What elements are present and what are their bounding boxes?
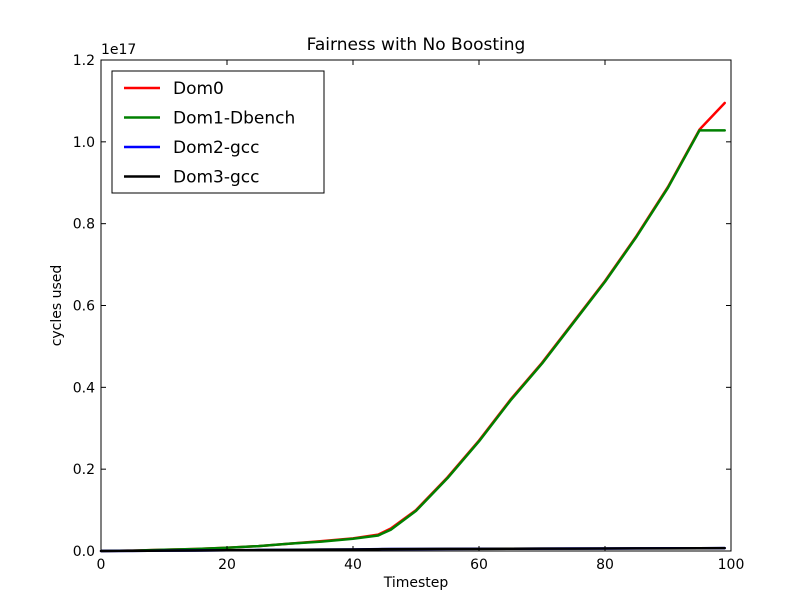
y-tick-label: 0.2 — [73, 462, 95, 478]
series-line-3 — [99, 546, 726, 553]
x-axis-label: Timestep — [383, 575, 449, 591]
legend-box — [111, 70, 325, 194]
y-offset-label: 1e17 — [101, 42, 136, 58]
y-tick-label: 0.4 — [73, 380, 95, 396]
legend-label-2: Dom2-gcc — [173, 138, 260, 158]
series-layer — [99, 101, 726, 553]
y-tick-label: 1.0 — [73, 135, 95, 151]
legend: Dom0 Dom1-Dbench Dom2-gcc Dom3-gcc — [111, 70, 325, 194]
x-tick-label: 60 — [470, 557, 488, 573]
chart-title: Fairness with No Boosting — [307, 35, 526, 55]
x-axis: 0 20 40 60 80 100 — [97, 60, 745, 573]
series-line-1 — [99, 129, 726, 553]
y-tick-label: 0.6 — [73, 299, 95, 315]
x-tick-label: 20 — [218, 557, 236, 573]
y-axis-label: cycles used — [49, 265, 65, 347]
legend-label-0: Dom0 — [173, 79, 224, 99]
y-axis: 0.0 0.2 0.4 0.6 0.8 1.0 1.2 — [73, 53, 731, 560]
y-tick-label: 1.2 — [73, 53, 95, 69]
y-tick-label: 0.0 — [73, 544, 95, 560]
legend-label-1: Dom1-Dbench — [173, 109, 295, 129]
x-tick-label: 0 — [97, 557, 106, 573]
x-tick-label: 100 — [718, 557, 745, 573]
y-tick-label: 0.8 — [73, 217, 95, 233]
legend-label-3: Dom3-gcc — [173, 168, 260, 188]
x-tick-label: 40 — [344, 557, 362, 573]
x-tick-label: 80 — [596, 557, 614, 573]
